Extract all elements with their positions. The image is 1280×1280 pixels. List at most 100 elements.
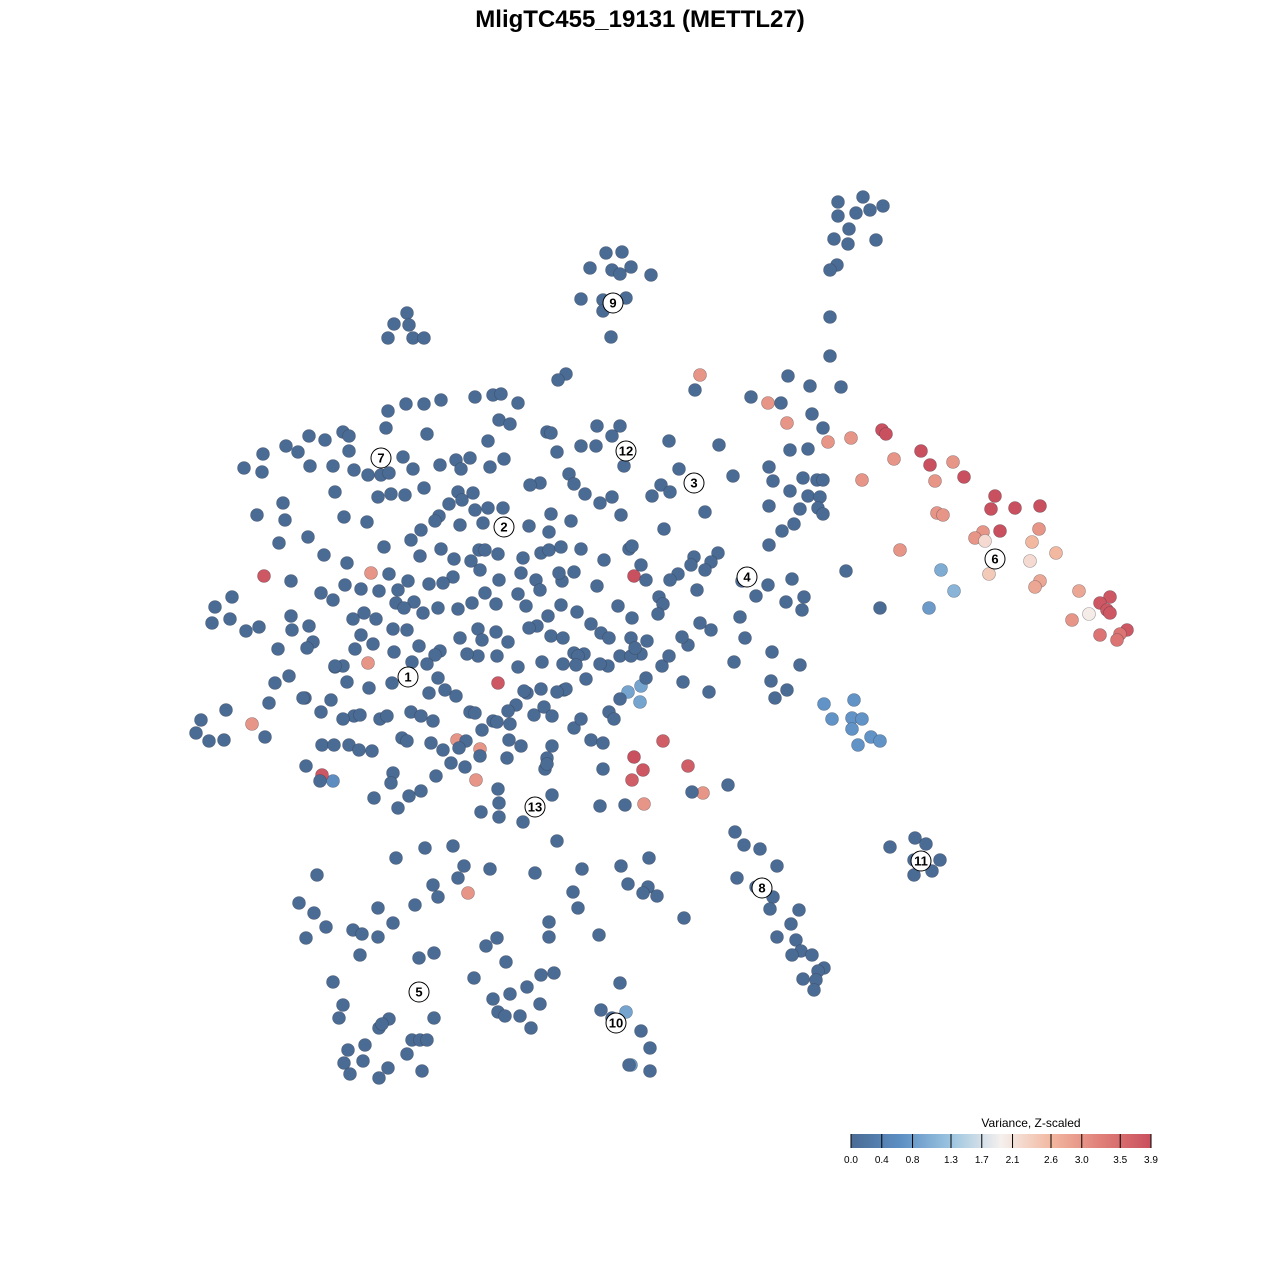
data-point (593, 496, 607, 510)
data-point (879, 427, 893, 441)
data-point (338, 578, 352, 592)
cluster-label-12: 12 (615, 440, 637, 462)
cluster-label-badge (397, 666, 419, 688)
data-point (381, 1061, 395, 1075)
data-point (476, 516, 490, 530)
data-point (711, 546, 725, 560)
data-point (465, 596, 479, 610)
data-point (816, 421, 830, 435)
data-point (574, 439, 588, 453)
data-point (313, 774, 327, 788)
data-point (446, 570, 460, 584)
data-point (451, 871, 465, 885)
data-point (785, 572, 799, 586)
data-point (299, 931, 313, 945)
data-point (360, 515, 374, 529)
cluster-label-text: 13 (528, 800, 542, 815)
data-point (578, 487, 592, 501)
data-point (534, 682, 548, 696)
data-point (502, 733, 516, 747)
data-point (391, 801, 405, 815)
data-point (382, 567, 396, 581)
data-point (847, 693, 861, 707)
data-point (494, 387, 508, 401)
data-point (908, 831, 922, 845)
data-point (431, 890, 445, 904)
data-point (404, 533, 418, 547)
data-point (796, 972, 810, 986)
legend-tick-label: 3.0 (1075, 1155, 1089, 1166)
data-point (337, 510, 351, 524)
data-point (547, 966, 561, 980)
data-point (499, 955, 513, 969)
data-point (447, 552, 461, 566)
data-point (933, 853, 947, 867)
data-point (677, 911, 691, 925)
data-point (611, 599, 625, 613)
data-point (657, 522, 671, 536)
data-point (535, 655, 549, 669)
data-point (420, 427, 434, 441)
data-point (784, 917, 798, 931)
data-point (442, 497, 456, 511)
data-point (492, 810, 506, 824)
data-point (914, 444, 928, 458)
data-point (774, 396, 788, 410)
data-point (643, 1041, 657, 1055)
data-point (624, 260, 638, 274)
data-point (431, 671, 445, 685)
data-point (516, 551, 530, 565)
data-point (805, 948, 819, 962)
data-point (387, 645, 401, 659)
cluster-label-text: 7 (377, 451, 384, 466)
legend-tick-label: 3.9 (1144, 1155, 1158, 1166)
data-point (676, 675, 690, 689)
data-point (371, 901, 385, 915)
data-point (428, 514, 442, 528)
data-point (744, 390, 758, 404)
cluster-label-text: 4 (743, 570, 751, 585)
data-point (633, 695, 647, 709)
data-point (347, 463, 361, 477)
data-point (492, 573, 506, 587)
data-point (464, 554, 478, 568)
data-point (753, 842, 767, 856)
data-point (364, 566, 378, 580)
data-point (765, 645, 779, 659)
data-point (628, 641, 642, 655)
data-point (688, 383, 702, 397)
data-point (202, 734, 216, 748)
data-point (533, 583, 547, 597)
data-point (1072, 584, 1086, 598)
data-point (792, 903, 806, 917)
data-point (749, 589, 763, 603)
data-point (1093, 628, 1107, 642)
data-point (978, 534, 992, 548)
data-point (615, 245, 629, 259)
data-point (336, 998, 350, 1012)
data-point (453, 631, 467, 645)
data-point (684, 558, 698, 572)
data-point (490, 649, 504, 663)
data-point (855, 712, 869, 726)
data-point (444, 756, 458, 770)
cluster-label-13: 13 (524, 796, 546, 818)
data-point (793, 502, 807, 516)
cluster-label-text: 6 (991, 552, 998, 567)
data-point (584, 617, 598, 631)
data-point (613, 419, 627, 433)
data-point (475, 633, 489, 647)
data-point (613, 976, 627, 990)
data-point (783, 443, 797, 457)
data-point (457, 859, 471, 873)
cluster-label-badge (683, 472, 705, 494)
data-point (415, 1064, 429, 1078)
data-point (438, 683, 452, 697)
data-point (397, 601, 411, 615)
data-point (327, 738, 341, 752)
data-point (299, 759, 313, 773)
data-point (763, 902, 777, 916)
legend-title: Variance, Z-scaled (981, 1116, 1080, 1130)
data-point (284, 609, 298, 623)
